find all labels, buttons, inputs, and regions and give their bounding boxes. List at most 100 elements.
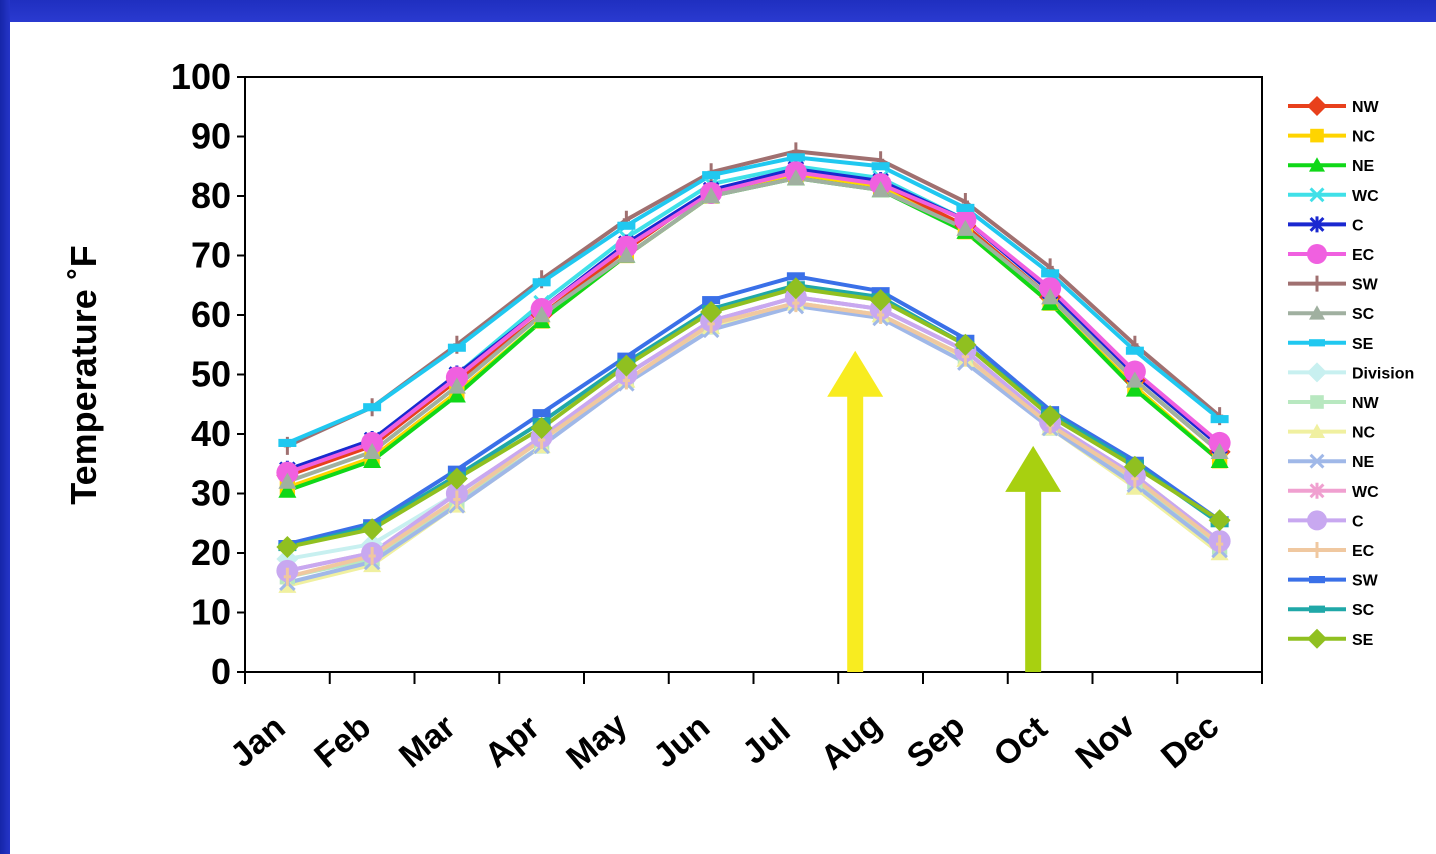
legend-marker [1309, 305, 1325, 320]
y-tick-label: 80 [191, 175, 231, 216]
legend-item: NC [1288, 423, 1376, 442]
legend-label: NE [1352, 158, 1375, 175]
legend-item: C [1288, 510, 1364, 531]
legend-item: WC [1288, 482, 1379, 501]
legend-label: Division [1352, 365, 1414, 382]
y-tick-label: 30 [191, 473, 231, 514]
y-axis-label: Temperature ˚F [63, 245, 104, 504]
legend-marker [1307, 244, 1327, 264]
legend-item: SE [1288, 628, 1374, 649]
series-point [871, 181, 890, 198]
series-point [361, 518, 384, 541]
series-line [286, 286, 1221, 550]
annotation-arrow [1005, 445, 1062, 672]
arrow-shaft [847, 394, 864, 672]
legend-item: WC [1288, 187, 1379, 205]
x-tick-label: Apr [478, 708, 547, 775]
series-point [615, 354, 638, 377]
series-line [286, 149, 1221, 448]
series-point [278, 472, 297, 489]
series-point [1041, 288, 1060, 305]
series-point [786, 153, 805, 162]
x-tick-label: Jul [735, 711, 797, 772]
legend-marker [1309, 605, 1325, 613]
y-tick-label: 60 [191, 294, 231, 335]
y-tick-label: 70 [191, 235, 231, 276]
legend-item: NC [1288, 129, 1376, 146]
legend-item: C [1288, 216, 1364, 234]
series-point [1216, 535, 1224, 554]
legend-label: C [1352, 513, 1364, 530]
series-line [286, 167, 1221, 472]
y-tick-label: 10 [191, 592, 231, 633]
x-tick-label: Nov [1069, 706, 1143, 776]
series-point [453, 490, 461, 509]
x-tick-label: Feb [307, 708, 378, 776]
series-point [1123, 455, 1146, 478]
y-tick-label: 50 [191, 354, 231, 395]
slide-left-bar [0, 0, 10, 854]
legend-marker [1307, 362, 1327, 383]
series-line [286, 176, 1221, 484]
series-point [702, 171, 721, 180]
series-point [954, 333, 977, 356]
legend-marker [1309, 187, 1325, 203]
series-line [286, 295, 1221, 573]
series-point [278, 438, 297, 447]
series-line [286, 301, 1221, 579]
legend-item: SW [1288, 573, 1379, 590]
legend-marker [1310, 128, 1324, 143]
y-tick-label: 100 [171, 56, 231, 97]
series-point [956, 219, 975, 236]
series-point [447, 377, 466, 394]
series-point [532, 278, 551, 287]
legend-marker [1307, 510, 1327, 531]
y-tick-label: 40 [191, 413, 231, 454]
series-point [363, 403, 382, 412]
legend-label: SC [1352, 306, 1375, 323]
series-point [1210, 442, 1229, 460]
series-point [784, 277, 807, 300]
series-point [1208, 509, 1231, 532]
x-tick-label: Aug [814, 706, 889, 778]
legend-marker [1309, 453, 1325, 469]
series-point [283, 567, 291, 586]
legend-marker [1309, 216, 1325, 233]
series-point [617, 246, 636, 263]
series-point [276, 536, 299, 559]
series-line [286, 155, 1221, 445]
series-point [368, 546, 376, 565]
legend-marker [1309, 339, 1325, 347]
legend-label: WC [1352, 484, 1379, 501]
legend-marker [1310, 395, 1324, 409]
series-point [1041, 269, 1060, 278]
legend-marker [1313, 542, 1321, 558]
legend-item: SC [1288, 602, 1375, 619]
legend-label: NC [1352, 425, 1376, 442]
series-point [1210, 451, 1229, 468]
x-tick-label: Sep [900, 707, 972, 776]
legend-item: NW [1288, 395, 1380, 412]
series-point [363, 442, 382, 460]
series-point [1125, 371, 1144, 388]
series-line [286, 170, 1221, 475]
series-point [869, 289, 892, 312]
legend-marker [1313, 275, 1321, 292]
legend-label: NW [1352, 99, 1380, 116]
series-point [1125, 380, 1144, 397]
plot-area: 0 10 20 30 40 50 60 70 80 90 100 Jan Feb Mar Apr May Jun… [171, 56, 1263, 778]
series-point [530, 417, 553, 440]
x-tick-label: Mar [392, 708, 463, 776]
legend-label: NW [1352, 395, 1380, 412]
x-tick-label: Oct [987, 709, 1055, 775]
legend-item: SE [1288, 336, 1374, 353]
legend-label: C [1352, 217, 1364, 234]
legend: NW NC NE WC C EC SW SC SE Division NW NC NE WC C EC SW SC… [1288, 96, 1414, 649]
arrow-shaft [1025, 489, 1042, 672]
arrow-head [1005, 445, 1062, 492]
annotation-arrow [827, 350, 884, 672]
series-point [1210, 415, 1229, 424]
legend-item: SC [1288, 305, 1375, 323]
series-point [278, 481, 297, 498]
